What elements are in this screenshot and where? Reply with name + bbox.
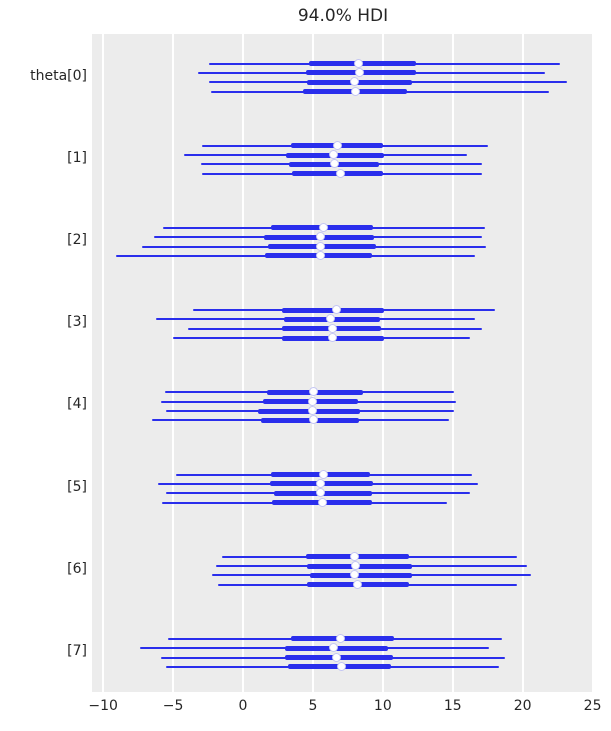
median-point-marker [328,643,338,653]
median-point-marker [351,86,361,96]
median-point-marker [354,58,364,68]
median-point-marker [309,387,319,397]
x-tick-label: 20 [513,698,532,714]
median-point-marker [316,478,326,488]
median-point-marker [316,232,326,242]
x-tick-label: 5 [308,698,318,714]
gridline-x-15 [451,34,454,692]
median-point-marker [309,415,319,425]
y-tick-label-7: [7] [67,642,87,659]
median-point-marker [349,570,359,580]
median-point-marker [319,222,329,232]
plot-title: 94.0% HDI [297,6,389,26]
median-point-marker [328,150,338,159]
median-point-marker [331,305,341,315]
median-point-marker [349,551,359,561]
x-tick-label: 25 [583,698,602,714]
y-tick-label-6: [6] [67,560,87,577]
quartile-range-line [307,79,413,85]
median-point-marker [317,497,327,507]
quartile-range-line [310,572,413,578]
gridline-x-25 [591,34,594,692]
median-point-marker [316,250,326,260]
median-point-marker [326,314,336,324]
median-point-marker [307,406,317,415]
gridline-x--5 [172,34,175,692]
x-tick-label: 10 [373,698,392,714]
x-tick-label: −10 [88,698,118,714]
median-point-marker [351,561,361,570]
y-tick-label-2: [2] [67,231,87,248]
y-tick-label-4: [4] [67,396,87,413]
y-tick-label-5: [5] [67,478,87,495]
gridline-x--10 [102,34,105,692]
gridline-x-10 [381,34,384,692]
median-point-marker [330,159,340,169]
median-point-marker [327,333,337,343]
y-tick-label-theta0: theta[0] [30,67,87,84]
median-point-marker [337,661,347,671]
median-point-marker [349,77,359,87]
plot-area [92,34,594,692]
y-tick-label-1: [1] [67,149,87,166]
median-point-marker [331,652,341,662]
gridline-x-0 [242,34,245,692]
median-point-marker [333,140,343,150]
median-point-marker [316,241,326,251]
gridline-x-5 [311,34,314,692]
x-tick-label: 15 [443,698,462,714]
median-point-marker [307,396,317,406]
median-point-marker [335,168,345,178]
median-point-marker [352,579,362,589]
median-point-marker [316,488,326,498]
y-tick-label-3: [3] [67,314,87,331]
median-point-marker [355,67,365,77]
x-tick-label: −5 [162,698,184,714]
median-point-marker [319,469,329,479]
x-tick-label: 0 [238,698,248,714]
gridline-x-20 [521,34,524,692]
median-point-marker [327,323,337,333]
median-point-marker [335,633,345,643]
